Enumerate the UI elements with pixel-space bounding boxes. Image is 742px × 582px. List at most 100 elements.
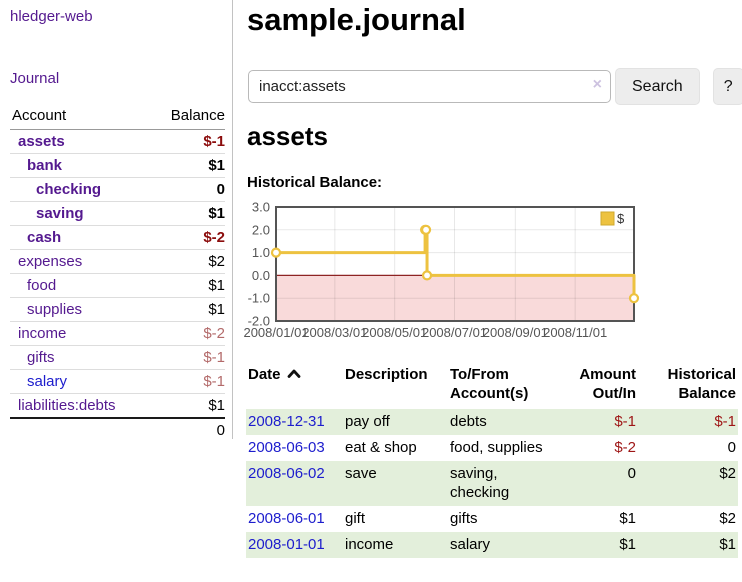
transaction-accounts: saving, checking	[450, 465, 510, 501]
help-button[interactable]: ?	[712, 68, 742, 105]
account-row: bank $1	[10, 153, 225, 178]
transaction-amount: $-2	[614, 439, 636, 456]
x-tick-label: 2008/09/01	[483, 325, 548, 340]
x-tick-label: 2008/01/01	[243, 325, 308, 340]
transaction-row: 2008-06-03 eat & shop food, supplies $-2 0	[246, 435, 738, 461]
account-row: cash $-2	[10, 225, 225, 250]
transaction-amount: $1	[619, 510, 636, 527]
account-link[interactable]: cash	[27, 229, 62, 246]
accounts-col-balance: Balance	[150, 103, 225, 130]
data-point	[421, 270, 433, 281]
account-balance: $1	[150, 273, 225, 298]
accounts-total: 0	[150, 417, 225, 442]
account-link[interactable]: gifts	[27, 349, 55, 366]
account-link[interactable]: food	[27, 277, 57, 294]
x-tick-label: 2008/11/01	[543, 325, 607, 340]
transaction-date-link[interactable]: 2008-06-03	[248, 439, 325, 456]
legend-swatch	[600, 211, 615, 226]
account-link[interactable]: salary	[27, 373, 68, 390]
data-point	[270, 247, 282, 258]
transaction-description: save	[345, 465, 377, 482]
account-heading: assets	[247, 121, 328, 151]
x-tick-label: 2008/03/01	[302, 325, 367, 340]
transaction-balance: $1	[719, 536, 736, 553]
transaction-accounts: debts	[450, 413, 487, 430]
account-balance: 0	[150, 177, 225, 202]
transaction-amount: $1	[619, 536, 636, 553]
data-point	[628, 293, 640, 304]
account-link[interactable]: saving	[36, 205, 84, 222]
account-balance: $-1	[150, 345, 225, 370]
col-date[interactable]: Date	[246, 362, 343, 409]
transaction-amount: 0	[627, 465, 636, 482]
transaction-accounts: gifts	[450, 510, 478, 527]
sort-ascending-icon	[287, 369, 300, 378]
account-link[interactable]: liabilities:debts	[18, 397, 116, 414]
accounts-table: Account Balance assets $-1 bank $1 checking 0…	[10, 103, 225, 442]
account-balance: $-2	[150, 225, 225, 250]
transaction-description: pay off	[345, 413, 390, 430]
page-title: sample.journal	[247, 2, 466, 37]
transaction-row: 2008-06-01 gift gifts $1 $2	[246, 506, 738, 532]
account-balance: $-1	[150, 369, 225, 394]
account-balance: $2	[150, 249, 225, 274]
account-balance: $1	[150, 153, 225, 178]
accounts-col-account: Account	[10, 103, 151, 130]
y-tick-label: -1.0	[248, 291, 270, 306]
account-balance: $1	[150, 297, 225, 322]
y-tick-label: 1.0	[252, 245, 270, 260]
account-link[interactable]: bank	[27, 157, 63, 174]
account-link[interactable]: supplies	[27, 301, 83, 318]
transaction-description: eat & shop	[345, 439, 417, 456]
account-link[interactable]: assets	[18, 133, 65, 150]
transactions-header-row: Date Description To/From Account(s) Amou…	[246, 362, 738, 409]
y-tick-label: 0.0	[252, 268, 270, 283]
x-tick-label: 2008/05/01	[362, 325, 427, 340]
transaction-description: gift	[345, 510, 366, 527]
account-link[interactable]: expenses	[18, 253, 83, 270]
y-tick-label: 3.0	[252, 200, 270, 215]
transaction-accounts: food, supplies	[450, 439, 543, 456]
account-row: checking 0	[10, 177, 225, 202]
account-row: income $-2	[10, 321, 225, 346]
transaction-balance: $-1	[714, 413, 736, 430]
transaction-date-link[interactable]: 2008-01-01	[248, 536, 325, 553]
search-box: ×	[248, 70, 611, 103]
account-link[interactable]: income	[18, 325, 67, 342]
transaction-date-link[interactable]: 2008-12-31	[248, 413, 325, 430]
y-tick-label: 2.0	[252, 222, 270, 237]
col-amount: Amount Out/In	[579, 366, 636, 402]
account-row: salary $-1	[10, 369, 225, 394]
accounts-header-row: Account Balance	[10, 103, 225, 130]
account-row: expenses $2	[10, 249, 225, 274]
negative-region	[276, 275, 634, 321]
account-link[interactable]: checking	[36, 181, 102, 198]
app-brand-link[interactable]: hledger-web	[10, 8, 93, 25]
account-balance: $1	[150, 201, 225, 226]
search-button[interactable]: Search	[615, 68, 700, 105]
transaction-balance: 0	[727, 439, 736, 456]
plot-border	[275, 206, 635, 322]
transaction-balance: $2	[719, 510, 736, 527]
transaction-date-link[interactable]: 2008-06-02	[248, 465, 325, 482]
legend-label: $	[617, 211, 625, 226]
accounts-total-row: 0	[10, 417, 225, 442]
transaction-balance: $2	[719, 465, 736, 482]
clear-search-icon[interactable]: ×	[592, 76, 602, 93]
chart-title: Historical Balance:	[247, 174, 383, 191]
transaction-row: 2008-12-31 pay off debts $-1 $-1	[246, 409, 738, 435]
col-accounts: To/From Account(s)	[450, 366, 529, 402]
data-point	[420, 224, 432, 235]
historical-balance-chart: $3.0 2.0 1.0 0.0 -1.0 -2.0 2008/01/01 2008/03/0…	[243, 200, 642, 344]
transaction-date-link[interactable]: 2008-06-01	[248, 510, 325, 527]
account-balance: $-2	[150, 321, 225, 346]
search-input[interactable]	[248, 70, 611, 103]
account-row: assets $-1	[10, 129, 225, 154]
sidebar-divider	[232, 0, 233, 439]
transaction-description: income	[345, 536, 394, 553]
transactions-table: Date Description To/From Account(s) Amou…	[246, 362, 738, 558]
col-balance: Historical Balance	[667, 366, 736, 402]
sidebar-link-journal[interactable]: Journal	[10, 70, 60, 87]
account-balance: $1	[150, 393, 225, 419]
chart-svg: $3.0 2.0 1.0 0.0 -1.0 -2.02008/01/012008/03/0…	[243, 200, 640, 340]
